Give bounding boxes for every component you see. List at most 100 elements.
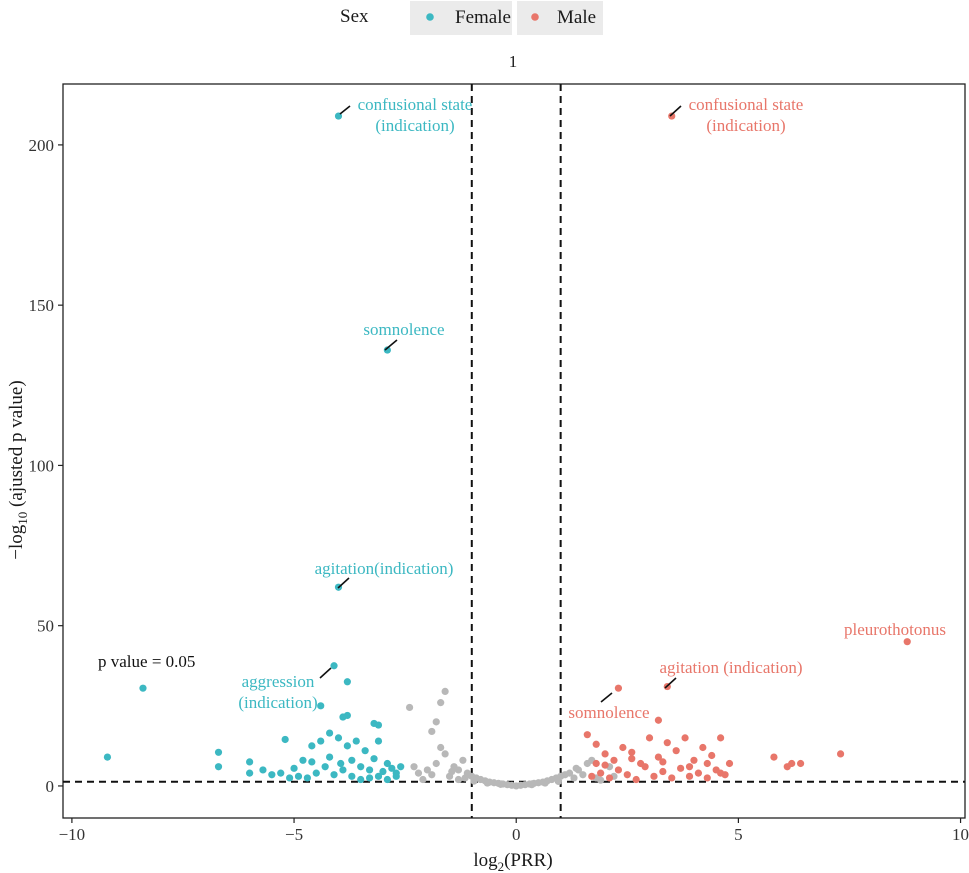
point-female-47 xyxy=(357,775,365,784)
annotation-leader-3 xyxy=(319,667,332,679)
point-not-significant-8 xyxy=(454,766,463,774)
x-tick-label-2: 0 xyxy=(512,825,521,844)
point-male-35 xyxy=(659,767,667,776)
point-female-40 xyxy=(379,767,387,776)
annotation-label-4-line-1: (indication) xyxy=(706,116,785,135)
y-axis-label-prefix: −log xyxy=(6,524,27,559)
point-male-28 xyxy=(597,769,605,777)
point-female-42 xyxy=(388,764,396,772)
point-female-34 xyxy=(321,763,329,771)
point-not-significant-50 xyxy=(554,777,563,786)
point-not-significant-2 xyxy=(405,703,414,712)
annotation-leader-4 xyxy=(669,105,682,117)
point-not-significant-44 xyxy=(419,775,427,784)
annotation-label-2: agitation(indication) xyxy=(315,559,454,578)
point-male-36 xyxy=(668,774,676,782)
point-male-14 xyxy=(663,739,671,747)
x-tick-label-3: 5 xyxy=(734,825,743,844)
legend-key-male xyxy=(531,13,539,21)
legend-label-female: Female xyxy=(455,7,511,28)
point-not-significant-9 xyxy=(459,756,467,764)
point-not-significant-45 xyxy=(470,777,478,785)
point-male-45 xyxy=(659,758,667,766)
point-male-38 xyxy=(685,772,694,780)
point-not-significant-47 xyxy=(497,780,505,788)
point-male-10 xyxy=(628,748,636,756)
point-male-3 xyxy=(614,684,623,692)
annotation-label-3-line-0: aggression xyxy=(242,672,315,691)
annotation-label-5-line-0: pleurothotonus xyxy=(844,620,946,639)
point-not-significant-1 xyxy=(437,699,445,707)
y-tick-label-2: 100 xyxy=(29,456,55,475)
point-female-19 xyxy=(281,735,289,744)
point-female-38 xyxy=(357,763,365,771)
point-male-39 xyxy=(694,769,702,777)
point-female-41 xyxy=(383,775,391,784)
point-male-37 xyxy=(677,764,685,772)
point-male-34 xyxy=(650,772,658,780)
point-female-17 xyxy=(268,771,276,779)
y-tick-label-1: 50 xyxy=(37,617,54,636)
point-male-24 xyxy=(788,759,796,768)
point-female-11 xyxy=(103,753,112,761)
point-male-26 xyxy=(836,750,845,758)
point-not-significant-52 xyxy=(579,771,587,779)
point-male-22 xyxy=(770,753,778,761)
point-male-18 xyxy=(699,743,707,752)
point-female-18 xyxy=(277,769,285,777)
point-not-significant-3 xyxy=(432,718,440,726)
annotation-label-3-line-1: (indication) xyxy=(238,693,317,712)
facet-label: 1 xyxy=(509,52,518,71)
y-tick-label-4: 200 xyxy=(29,136,55,155)
legend-key-female xyxy=(426,13,434,21)
point-male-29 xyxy=(605,774,614,782)
point-female-29 xyxy=(370,755,378,763)
point-female-44 xyxy=(397,763,405,771)
point-female-8 xyxy=(339,713,347,721)
point-male-25 xyxy=(796,759,805,768)
point-female-13 xyxy=(246,758,254,766)
point-not-significant-49 xyxy=(541,779,549,787)
point-female-3 xyxy=(330,662,338,670)
point-female-20 xyxy=(290,764,298,772)
point-male-32 xyxy=(632,775,640,784)
point-not-significant-46 xyxy=(483,779,491,787)
annotation-label-1: somnolence xyxy=(363,320,444,339)
point-male-48 xyxy=(592,759,600,768)
point-not-significant-54 xyxy=(461,774,469,782)
point-female-48 xyxy=(383,759,391,768)
point-not-significant-0 xyxy=(441,687,449,695)
point-female-28 xyxy=(361,747,369,755)
point-not-significant-53 xyxy=(572,764,580,772)
point-male-17 xyxy=(690,756,698,764)
point-female-51 xyxy=(365,766,374,774)
point-not-significant-33 xyxy=(565,769,574,777)
annotation-label-0-line-1: (indication) xyxy=(375,116,454,135)
point-female-24 xyxy=(326,729,334,737)
point-male-46 xyxy=(685,763,694,771)
annotation-label-2-line-0: agitation(indication) xyxy=(315,559,454,578)
point-male-30 xyxy=(614,766,623,774)
point-female-6 xyxy=(317,702,325,710)
plot-panel: confusional state (indication) somnolence a… xyxy=(62,83,966,819)
point-female-5 xyxy=(343,678,351,686)
point-female-10 xyxy=(374,721,383,729)
threshold-label: p value = 0.05 xyxy=(98,652,195,671)
annotation-leader-2 xyxy=(337,577,350,589)
legend: Sex Female Male xyxy=(340,1,603,35)
point-male-6 xyxy=(592,740,600,748)
point-male-7 xyxy=(601,750,609,758)
x-axis-label: log2(PRR) xyxy=(473,850,552,873)
point-not-significant-55 xyxy=(432,759,440,768)
point-female-1 xyxy=(383,346,391,354)
point-female-50 xyxy=(286,774,294,782)
point-not-significant-59 xyxy=(597,776,605,784)
point-female-25 xyxy=(334,734,343,742)
y-axis-label: −log10 (ajusted p value) xyxy=(6,380,30,559)
annotation-label-1-line-0: somnolence xyxy=(363,320,444,339)
annotation-leader-7 xyxy=(600,692,613,703)
point-female-4 xyxy=(139,684,147,692)
x-tick-label-1: −5 xyxy=(285,825,303,844)
x-tick-label-0: −10 xyxy=(59,825,86,844)
